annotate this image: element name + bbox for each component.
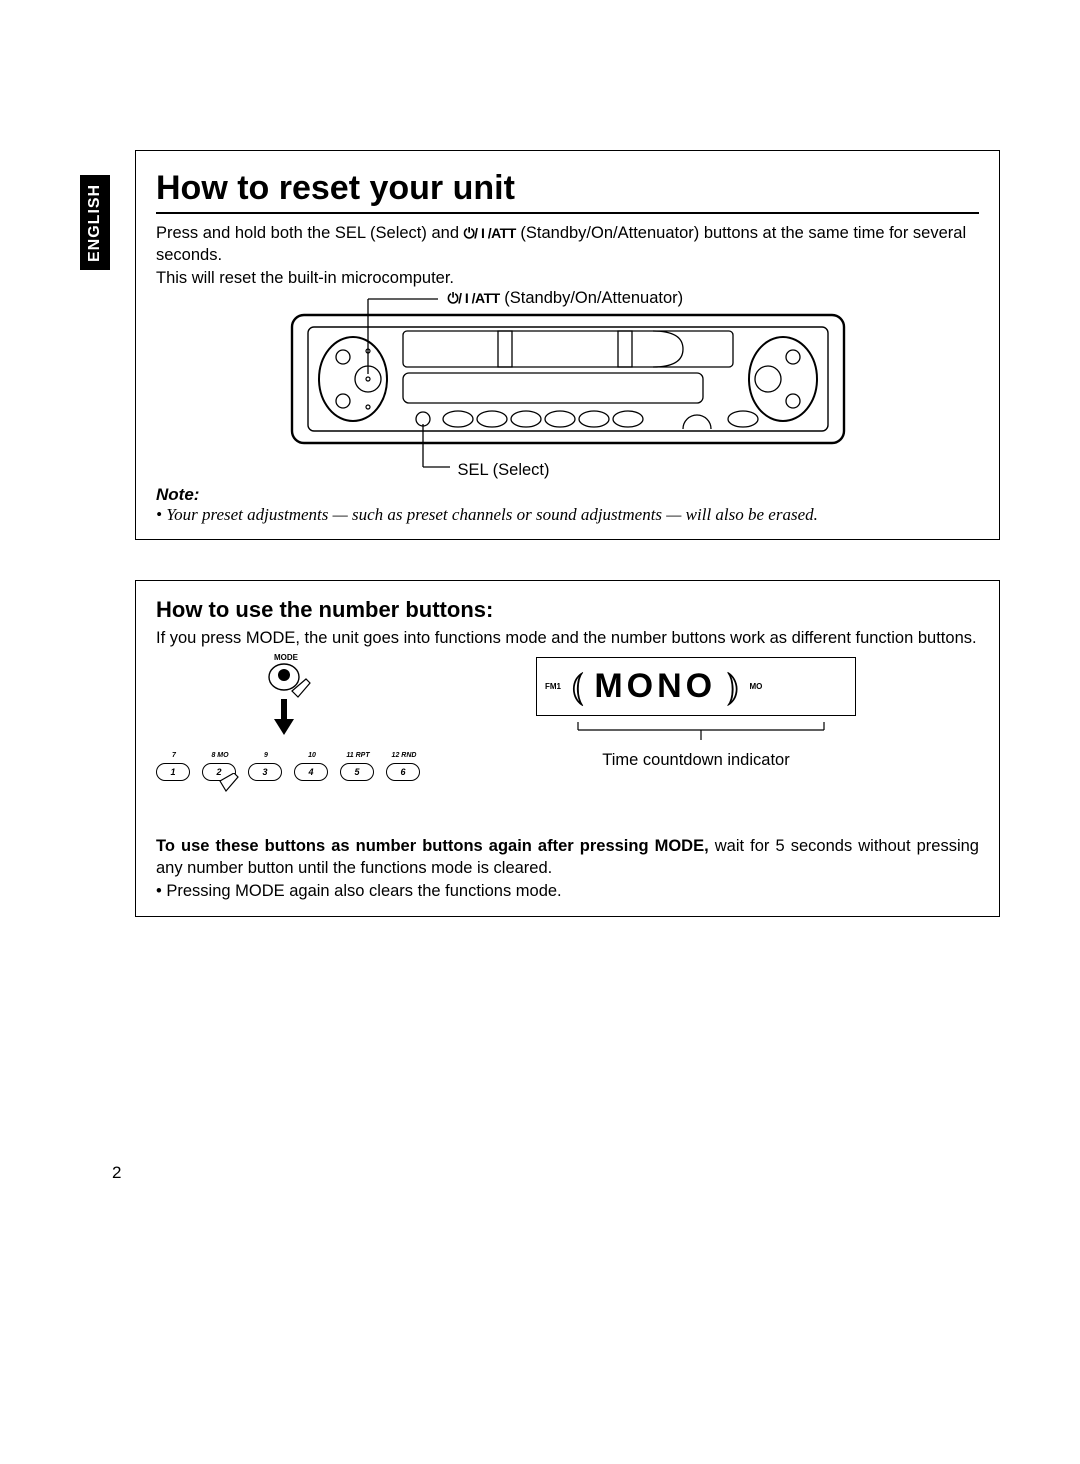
num-top-3: 9 [249,752,283,759]
num-btn-5: 11 RPT 5 [340,763,374,781]
lcd-fm-indicator: FM1 [545,682,561,691]
num-btn-6: 12 RND 6 [386,763,420,781]
lcd-bracket [536,716,856,744]
lcd-paren-right: ⦆ [726,664,739,709]
lcd-main-text: MONO [594,667,716,706]
standby-att-icon: ⏻/ I /ATT [464,225,516,241]
section2-body1: If you press MODE, the unit goes into fu… [156,627,979,649]
num-top-5: 11 RPT [341,752,375,759]
num-btn-4: 10 4 [294,763,328,781]
section-title: How to reset your unit [156,169,979,208]
number-buttons-diagram: MODE 7 1 [156,657,979,807]
page: How to reset your unit Press and hold bo… [80,0,1000,917]
num-label: 3 [262,767,267,777]
num-label: 4 [308,767,313,777]
page-number: 2 [112,1163,121,1183]
mode-button-icon [264,663,324,741]
section2-body2: To use these buttons as number buttons a… [156,835,979,880]
title-rule [156,212,979,214]
section2-body3: • Pressing MODE again also clears the fu… [156,880,979,902]
num-top-2: 8 MO [203,752,237,759]
num-top-1: 7 [157,752,191,759]
section-number-buttons-box: How to use the number buttons: If you pr… [135,580,1000,917]
num-label: 5 [354,767,359,777]
text: Press and hold both the SEL (Select) and [156,224,464,242]
note-item: • Your preset adjustments — such as pres… [156,505,979,525]
section-reset-box: How to reset your unit Press and hold bo… [135,150,1000,540]
text-bold: To use these buttons as number buttons a… [156,837,715,855]
mode-label: MODE [274,653,298,662]
num-btn-3: 9 3 [248,763,282,781]
text: This will reset the built-in microcomput… [156,269,454,287]
radio-diagram-area: ⏻/ I /ATT (Standby/On/Attenuator) [228,289,908,479]
lcd-display: FM1 ⦅ MONO ⦆ MO [536,657,856,716]
num-label: 1 [170,767,175,777]
section2-title: How to use the number buttons: [156,597,979,623]
note-label: Note: [156,485,979,505]
lcd-caption: Time countdown indicator [536,749,856,771]
lcd-paren-left: ⦅ [571,664,584,709]
finger-pointer-icon [214,773,244,803]
num-top-4: 10 [295,752,329,759]
reset-body: Press and hold both the SEL (Select) and… [156,222,979,289]
num-btn-1: 7 1 [156,763,190,781]
callout-sel: SEL (Select) [458,459,550,481]
num-top-6: 12 RND [387,752,421,759]
number-button-row: 7 1 8 MO 2 9 3 10 4 [156,763,420,781]
callout-lines [228,289,908,479]
lcd-mo-indicator: MO [749,682,762,691]
num-label: 6 [400,767,405,777]
